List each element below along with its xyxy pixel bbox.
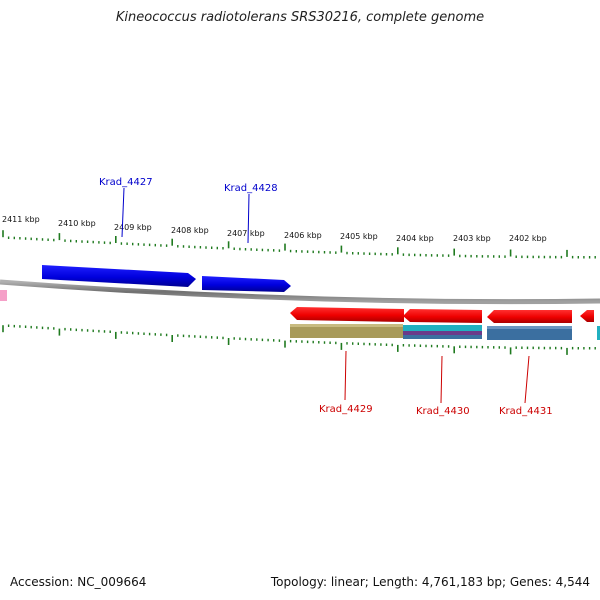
- kbp-label: 2408 kbp: [171, 226, 209, 235]
- domain-bar-edge[interactable]: [597, 326, 600, 340]
- gene-label-krad-4430[interactable]: Krad_4430: [416, 406, 470, 417]
- gene-krad-4429[interactable]: [290, 307, 404, 322]
- domain-bars: [290, 324, 600, 340]
- gene-label-krad-4428[interactable]: Krad_4428: [224, 183, 278, 194]
- leader-line-krad-4430: [440, 355, 443, 404]
- leader-line-krad-4431: [524, 355, 530, 404]
- kbp-label: 2411 kbp: [2, 215, 40, 224]
- kbp-labels: 2411 kbp 2410 kbp 2409 kbp 2408 kbp 2407…: [2, 215, 547, 243]
- kbp-label: 2405 kbp: [340, 232, 378, 241]
- kbp-label: 2407 kbp: [227, 229, 265, 238]
- pink-feature[interactable]: [0, 290, 7, 301]
- kbp-label: 2409 kbp: [114, 223, 152, 232]
- leader-line-krad-4428: [247, 193, 250, 244]
- kbp-label: 2404 kbp: [396, 234, 434, 243]
- genome-summary-text: Topology: linear; Length: 4,761,183 bp; …: [270, 575, 590, 589]
- gene-label-krad-4427[interactable]: Krad_4427: [99, 177, 153, 188]
- gene-krad-4430[interactable]: [403, 309, 482, 323]
- gene-partial-right[interactable]: [580, 310, 594, 322]
- leader-line-krad-4429: [344, 350, 347, 401]
- domain-bar-cyan[interactable]: [403, 325, 482, 331]
- accession-text: Accession: NC_009664: [10, 575, 147, 589]
- gene-krad-4431[interactable]: [487, 310, 572, 323]
- domain-bar-steel[interactable]: [487, 326, 572, 340]
- page-title: Kineococcus radiotolerans SRS30216, comp…: [115, 10, 485, 25]
- genome-backbone: [0, 279, 600, 305]
- gene-krad-4428[interactable]: [202, 276, 291, 292]
- gene-label-krad-4429[interactable]: Krad_4429: [319, 404, 373, 415]
- kbp-label: 2403 kbp: [453, 234, 491, 243]
- lower-tick-track: [2, 324, 596, 355]
- domain-bar-blue-small[interactable]: [403, 335, 482, 339]
- domain-bar-olive[interactable]: [290, 324, 403, 338]
- kbp-label: 2410 kbp: [58, 219, 96, 228]
- gene-krad-4427[interactable]: [42, 265, 196, 287]
- gene-label-krad-4431[interactable]: Krad_4431: [499, 406, 553, 417]
- leader-line-krad-4427: [121, 187, 125, 238]
- domain-bar-purple[interactable]: [403, 331, 482, 335]
- upper-tick-track: [2, 230, 596, 259]
- kbp-label: 2406 kbp: [284, 231, 322, 240]
- kbp-label: 2402 kbp: [509, 234, 547, 243]
